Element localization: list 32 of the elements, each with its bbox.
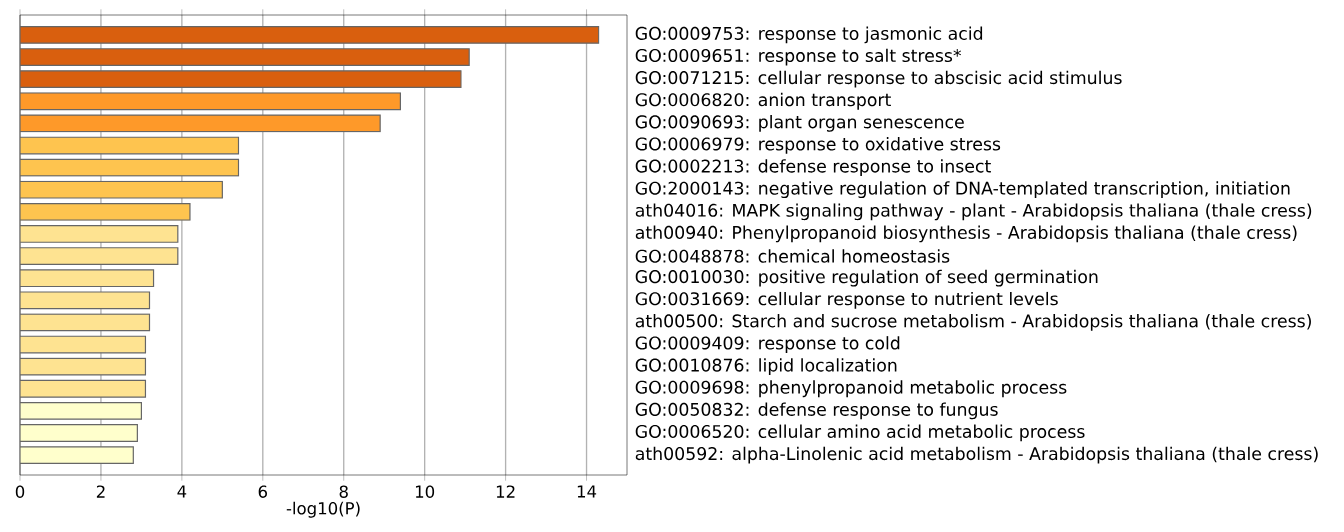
x-tick-label: 14 <box>577 485 597 498</box>
x-tick-label: 2 <box>96 485 105 498</box>
bar <box>20 26 600 44</box>
bar <box>20 70 462 89</box>
y-tick-label: GO:0006520: cellular amino acid metabolic process <box>635 424 1085 442</box>
y-tick-label: GO:0006820: anion transport <box>635 92 891 110</box>
x-tick-label: 10 <box>415 485 435 498</box>
y-tick-label: ath04016: MAPK signaling pathway - plant - Arabidopsis thaliana (thale cress) <box>635 203 1312 221</box>
y-tick-label: ath00500: Starch and sucrose metabolism - Arabidopsis thaliana (thale cress) <box>635 314 1311 331</box>
x-tick-label: 6 <box>258 485 268 498</box>
y-tick-label: GO:0031669: cellular response to nutrient levels <box>635 291 1058 309</box>
y-tick-label: GO:0010030: positive regulation of seed germination <box>635 269 1098 287</box>
y-tick-label: ath00592: alpha-Linolenic acid metabolism - Arabidopsis thaliana (thale cress) <box>635 446 1318 464</box>
x-tick-label: 4 <box>177 485 187 498</box>
x-axis-title: -log10(P) <box>286 501 360 518</box>
y-tick-label: GO:0090693: plant organ senescence <box>635 114 964 132</box>
y-tick-label: GO:0048878: chemical homeostasis <box>635 249 950 263</box>
bar <box>20 114 381 133</box>
y-tick-label: GO:0071215: cellular response to abscisic acid stimulus <box>635 70 1122 88</box>
y-tick-label: GO:0050832: defense response to fungus <box>635 402 998 420</box>
y-tick-label: GO:0009698: phenylpropanoid metabolic process <box>635 380 1067 398</box>
y-tick-label: GO:0009753: response to jasmonic acid <box>635 26 983 44</box>
y-tick-label: GO:0009651: response to salt stress* <box>635 48 962 66</box>
y-tick-label: GO:0006979: response to oxidative stress <box>635 137 1001 154</box>
y-tick-label: ath00940: Phenylpropanoid biosynthesis - Arabidopsis thaliana (thale cress) <box>635 225 1297 243</box>
y-tick-label: GO:0010876: lipid localization <box>635 358 897 376</box>
x-tick-label: 12 <box>496 485 515 498</box>
y-tick-label: GO:0002213: defense response to insect <box>635 159 991 176</box>
x-tick-label: 8 <box>339 485 348 498</box>
y-tick-label: GO:2000143: negative regulation of DNA-templated transcription, initiation <box>635 181 1290 199</box>
x-tick-label: 0 <box>15 485 25 498</box>
y-tick-label: GO:0009409: response to cold <box>635 336 900 353</box>
